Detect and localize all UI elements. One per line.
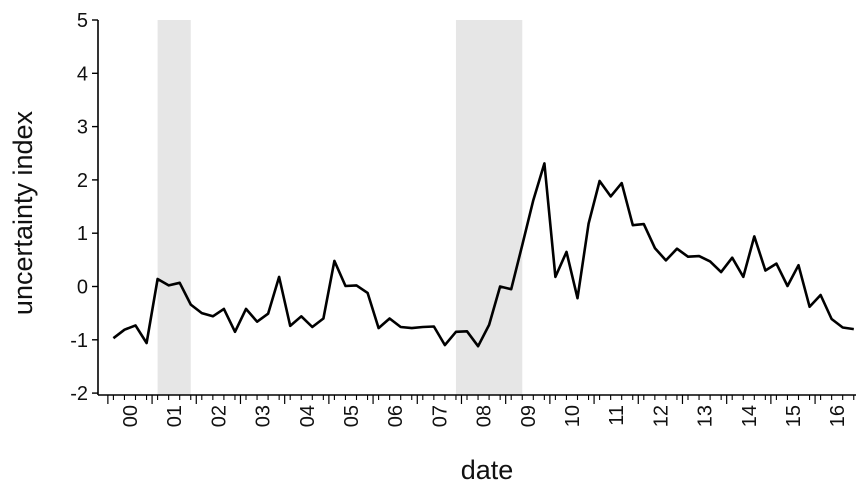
x-tick-label: 02 bbox=[208, 405, 230, 427]
y-tick-label: 3 bbox=[77, 117, 88, 139]
y-tick-label: -1 bbox=[70, 330, 88, 352]
x-tick-label: 16 bbox=[827, 405, 849, 427]
y-tick-label: 0 bbox=[77, 277, 88, 299]
y-tick-label: 2 bbox=[77, 170, 88, 192]
shaded-period-2 bbox=[455, 20, 523, 395]
x-tick-label: 01 bbox=[164, 405, 186, 427]
x-tick-label: 08 bbox=[474, 405, 496, 427]
x-tick-label: 15 bbox=[783, 405, 805, 427]
x-tick-label: 13 bbox=[695, 405, 717, 427]
x-tick-label: 07 bbox=[429, 405, 451, 427]
y-tick-label: 1 bbox=[77, 223, 88, 245]
x-axis-title: date bbox=[461, 455, 514, 485]
x-tick-label: 10 bbox=[562, 405, 584, 427]
x-tick-label: 05 bbox=[341, 405, 363, 427]
series-layer bbox=[112, 162, 854, 348]
shaded-period-1 bbox=[157, 20, 191, 395]
x-tick-label: 12 bbox=[650, 405, 672, 427]
y-tick-label: 4 bbox=[77, 63, 88, 85]
x-tick-label: 00 bbox=[120, 405, 142, 427]
x-tick-label: 04 bbox=[297, 405, 319, 427]
y-tick-label: 5 bbox=[77, 10, 88, 32]
x-tick-label: 09 bbox=[518, 405, 540, 427]
series-line bbox=[112, 162, 854, 348]
x-tick-label: 06 bbox=[385, 405, 407, 427]
x-tick-label: 03 bbox=[253, 405, 275, 427]
y-axis-title: uncertainty index bbox=[8, 110, 38, 315]
shaded-periods bbox=[157, 20, 523, 395]
x-tick-label: 14 bbox=[739, 405, 761, 427]
axes bbox=[92, 19, 856, 404]
y-tick-label: -2 bbox=[70, 383, 88, 405]
x-tick-label: 11 bbox=[606, 405, 628, 426]
